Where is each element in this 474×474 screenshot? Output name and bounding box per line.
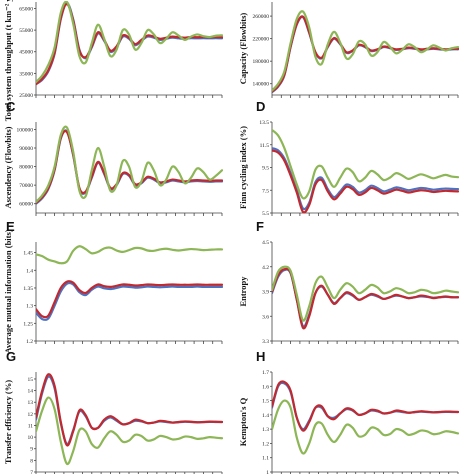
y-tick-label: 9.5 — [262, 166, 269, 172]
panel-b: 260000 220000 180000 140000 Capacity (Flowbi… — [238, 2, 459, 98]
y-tick-label: 140000 — [253, 82, 270, 88]
y-tick-label: 70000 — [19, 183, 33, 189]
y-tick-label: 1.2 — [262, 441, 269, 447]
y-tick-label: 3.6 — [262, 314, 269, 320]
y-tick-label: 13 — [28, 400, 34, 406]
series-line-green — [36, 245, 223, 265]
series-line-red — [36, 3, 223, 86]
series-line-red — [36, 280, 223, 319]
series-line-green — [36, 125, 223, 203]
y-tick-label: 11 — [28, 423, 34, 429]
series-line-blue — [36, 1, 223, 86]
y-tick-label: 1.3 — [262, 427, 269, 433]
y-tick-label: 12 — [28, 412, 34, 418]
panel-label: H — [256, 349, 265, 364]
y-tick-label: 4.2 — [262, 265, 269, 271]
y-tick-label: 35000 — [19, 71, 33, 77]
y-tick-label: 7.5 — [262, 188, 269, 194]
y-tick-label: 100000 — [17, 127, 34, 133]
series-line-green — [272, 10, 459, 92]
y-tick-label: 1.4 — [26, 268, 33, 274]
y-tick-label: 1.2 — [26, 339, 33, 345]
series-line-red — [272, 380, 459, 432]
y-tick-label: 1 — [266, 470, 269, 474]
y-tick-label: 1.1 — [262, 456, 269, 462]
y-axis-title: Transfer efficiency (%) — [3, 380, 13, 464]
y-tick-label: 1.6 — [262, 384, 269, 390]
y-tick-label: 10 — [28, 435, 34, 441]
series-line-red — [36, 129, 223, 204]
series-line-green — [272, 399, 459, 455]
y-tick-label: 1.4 — [262, 413, 269, 419]
y-tick-label: 260000 — [253, 14, 270, 20]
series-line-red — [272, 15, 459, 93]
y-axis-title: Capacity (Flowbits) — [238, 13, 248, 85]
series-line-blue — [272, 381, 459, 431]
series-line-blue — [272, 15, 459, 94]
y-tick-label: 1.25 — [23, 321, 33, 327]
panel-g: 15 14 13 12 11 10 9 8 7 Transfer efficiency (%) G — [3, 349, 223, 474]
y-axis-title: Entropy — [238, 276, 248, 307]
y-axis-title: Ascendency (Flowbits) — [3, 126, 13, 208]
panel-c: 100000 90000 80000 70000 60000 Ascendency (Fl… — [3, 99, 223, 216]
panel-label: E — [6, 219, 15, 234]
y-tick-label: 5.5 — [262, 211, 269, 217]
panel-f: 4.5 4.2 3.9 3.6 3.3 Entropy F — [238, 219, 459, 345]
panel-label: G — [6, 349, 16, 364]
y-tick-label: 3.3 — [262, 339, 269, 345]
series-line-blue — [272, 147, 459, 211]
y-tick-label: 25000 — [19, 93, 33, 99]
series-line-red — [272, 267, 459, 330]
y-tick-label: 3.9 — [262, 290, 269, 296]
y-tick-label: 55000 — [19, 28, 33, 34]
y-tick-label: 13.5 — [259, 120, 269, 126]
y-tick-label: 90000 — [19, 146, 33, 152]
y-tick-label: 80000 — [19, 165, 33, 171]
y-tick-label: 1.3 — [26, 304, 33, 310]
y-tick-label: 1.5 — [262, 399, 269, 405]
panel-label: C — [6, 99, 16, 114]
y-tick-label: 60000 — [19, 202, 33, 208]
y-tick-label: 180000 — [253, 59, 270, 65]
y-tick-label: 1.7 — [262, 370, 269, 376]
series-line-red — [36, 373, 223, 447]
y-axis-title: Finn cycling index (%) — [238, 126, 248, 209]
y-tick-label: 7 — [30, 470, 33, 474]
series-line-blue — [36, 281, 223, 322]
panel-label: F — [256, 219, 264, 234]
series-line-red — [272, 149, 459, 214]
y-tick-label: 1.45 — [23, 251, 33, 257]
y-tick-label: 220000 — [253, 37, 270, 43]
series-line-green — [272, 128, 459, 200]
panel-h: 1.7 1.6 1.5 1.4 1.3 1.2 1.1 1 Kempton's Q H — [238, 349, 459, 474]
y-tick-label: 9 — [30, 447, 33, 453]
y-tick-label: 1.35 — [23, 286, 33, 292]
series-line-green — [36, 396, 223, 466]
panel-e: 1.45 1.4 1.35 1.3 1.25 1.2 Average mutual info… — [3, 219, 223, 354]
y-tick-label: 14 — [28, 389, 34, 395]
panel-d: 13.5 11.5 9.5 7.5 5.5 Finn cycling index (%) D — [238, 99, 459, 217]
y-axis-title: Kempton's Q — [238, 397, 248, 446]
y-tick-label: 11.5 — [260, 143, 270, 149]
series-line-green — [272, 265, 459, 322]
y-tick-label: 45000 — [19, 50, 33, 56]
panel-label: D — [256, 99, 265, 114]
y-axis-title: Average mutual information (bits) — [3, 229, 13, 353]
y-tick-label: 15 — [28, 377, 34, 383]
y-tick-label: 4.5 — [262, 240, 269, 246]
y-tick-label: 65000 — [19, 6, 33, 12]
panel-a: 65000 55000 45000 35000 25000 Total system th… — [3, 0, 223, 121]
y-tick-label: 8 — [30, 458, 33, 464]
y-axis-title: Total system throughput (t km⁻² year⁻¹) — [3, 0, 13, 121]
series-line-green — [36, 1, 223, 84]
